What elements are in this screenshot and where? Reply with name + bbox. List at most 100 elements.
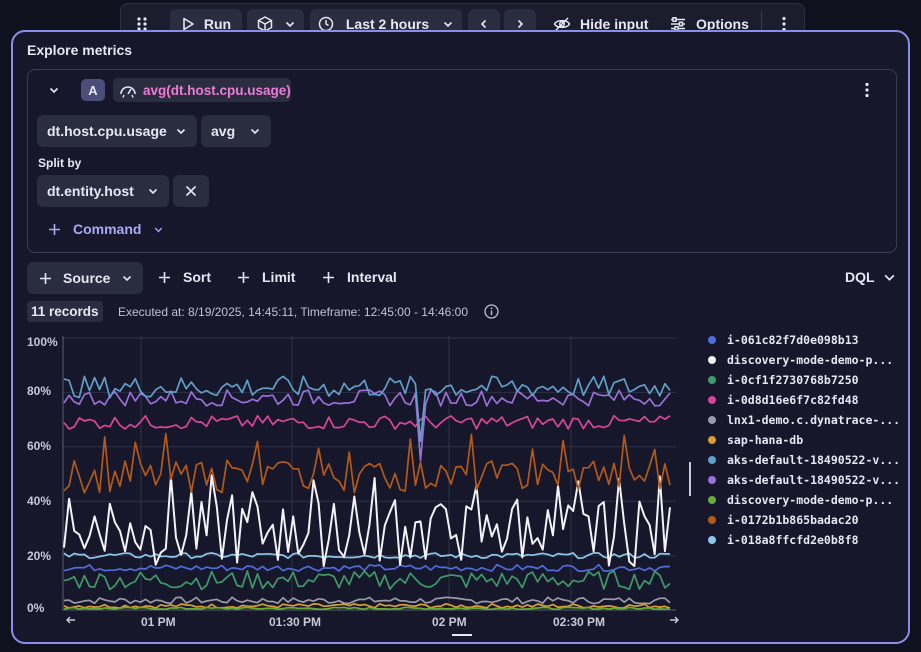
scroll-left-icon[interactable] bbox=[65, 614, 77, 626]
remove-split-button[interactable] bbox=[173, 175, 209, 207]
legend-item[interactable]: aks-default-18490522-v... bbox=[708, 451, 900, 469]
collapse-chevron-icon[interactable] bbox=[48, 84, 60, 96]
x-tick-label: 01 PM bbox=[141, 615, 176, 629]
legend-label: i-018a8ffcfd2e0b8f8 bbox=[727, 533, 859, 547]
limit-label: Limit bbox=[262, 269, 296, 285]
plus-icon bbox=[40, 272, 51, 284]
x-tick-label: 02 PM bbox=[432, 615, 467, 629]
hide-input-button[interactable]: Hide input bbox=[553, 9, 648, 39]
legend-color-dot bbox=[708, 476, 716, 484]
eye-off-icon bbox=[553, 17, 571, 31]
legend-color-dot bbox=[708, 456, 716, 464]
y-tick-label: 40% bbox=[27, 494, 52, 508]
scroll-right-icon[interactable] bbox=[668, 614, 680, 626]
execution-info: Executed at: 8/19/2025, 14:45:11, Timefr… bbox=[118, 305, 469, 319]
run-label: Run bbox=[203, 16, 232, 32]
legend-label: aks-default-18490522-v... bbox=[727, 453, 901, 467]
chevron-down-icon bbox=[155, 227, 163, 232]
command-label: Command bbox=[73, 221, 142, 237]
x-tick-label: 02:30 PM bbox=[553, 615, 606, 629]
series-line bbox=[63, 432, 671, 494]
play-icon bbox=[183, 17, 194, 31]
legend-item[interactable]: i-018a8ffcfd2e0b8f8 bbox=[708, 531, 859, 549]
y-tick-label: 100% bbox=[27, 335, 58, 349]
options-label: Options bbox=[696, 16, 749, 32]
chevron-down-icon bbox=[285, 21, 294, 28]
add-limit-button[interactable]: Limit bbox=[237, 269, 295, 285]
sort-label: Sort bbox=[183, 269, 211, 285]
metric-selector[interactable]: dt.host.cpu.usage bbox=[37, 115, 197, 147]
legend-label: sap-hana-db bbox=[727, 433, 804, 447]
legend-label: discovery-mode-demo-p... bbox=[727, 353, 894, 367]
legend-item[interactable]: discovery-mode-demo-p... bbox=[708, 491, 893, 509]
toolbar-divider bbox=[761, 11, 762, 37]
chevron-right-icon bbox=[517, 19, 524, 29]
legend-label: aks-default-18490522-v... bbox=[727, 473, 901, 487]
chevron-left-icon bbox=[480, 19, 487, 29]
info-icon[interactable] bbox=[484, 304, 499, 319]
series-line bbox=[63, 375, 671, 443]
legend-color-dot bbox=[708, 336, 716, 344]
legend-color-dot bbox=[708, 416, 716, 424]
panel-title: Explore metrics bbox=[27, 42, 133, 58]
query-editor: A avg(dt.host.cpu.usage) dt.host.cpu.usa… bbox=[27, 69, 897, 253]
split-by-value: dt.entity.host bbox=[47, 183, 134, 199]
y-tick-label: 80% bbox=[27, 384, 52, 398]
add-command-button[interactable]: Command bbox=[48, 221, 164, 237]
legend-item[interactable]: i-061c82f7d0e098b13 bbox=[708, 331, 859, 349]
y-tick-label: 20% bbox=[27, 549, 52, 563]
query-more-icon[interactable] bbox=[865, 82, 869, 98]
series-line bbox=[63, 563, 671, 572]
legend-label: i-0cf1f2730768b7250 bbox=[727, 373, 859, 387]
legend-item[interactable]: lnx1-demo.c.dynatrace-... bbox=[708, 411, 900, 429]
dql-label: DQL bbox=[845, 269, 875, 285]
series-line bbox=[63, 474, 671, 568]
series-line bbox=[63, 414, 671, 430]
timeframe-label: Last 2 hours bbox=[345, 16, 430, 32]
chart-scroll-indicator[interactable] bbox=[452, 634, 472, 636]
add-source-button[interactable]: Source bbox=[27, 262, 143, 294]
dql-toggle[interactable]: DQL bbox=[845, 269, 896, 285]
chevron-down-icon bbox=[444, 21, 453, 28]
metric-label: dt.host.cpu.usage bbox=[47, 123, 167, 139]
gauge-icon bbox=[120, 86, 136, 98]
query-expression-chip[interactable]: avg(dt.host.cpu.usage) bbox=[113, 78, 291, 102]
interval-label: Interval bbox=[347, 269, 397, 285]
legend-item[interactable]: sap-hana-db bbox=[708, 431, 803, 449]
legend-label: discovery-mode-demo-p... bbox=[727, 493, 894, 507]
y-tick-label: 60% bbox=[27, 439, 52, 453]
legend-color-dot bbox=[708, 436, 716, 444]
aggregation-label: avg bbox=[211, 123, 236, 139]
legend-item[interactable]: aks-default-18490522-v... bbox=[708, 471, 900, 489]
legend-color-dot bbox=[708, 376, 716, 384]
plus-icon bbox=[49, 223, 60, 235]
source-label: Source bbox=[63, 270, 111, 286]
plus-icon bbox=[159, 271, 170, 283]
query-letter-badge: A bbox=[81, 79, 105, 101]
add-interval-button[interactable]: Interval bbox=[322, 269, 397, 285]
split-by-selector[interactable]: dt.entity.host bbox=[37, 175, 169, 207]
split-by-label: Split by bbox=[38, 156, 82, 170]
series-line bbox=[63, 596, 671, 605]
legend-resize-handle[interactable] bbox=[689, 462, 691, 496]
legend-label: i-0172b1b865badac20 bbox=[727, 513, 859, 527]
plus-icon bbox=[238, 271, 249, 283]
plus-icon bbox=[323, 271, 334, 283]
add-sort-button[interactable]: Sort bbox=[158, 269, 211, 285]
records-count-badge: 11 records bbox=[27, 301, 103, 322]
legend-item[interactable]: i-0172b1b865badac20 bbox=[708, 511, 859, 529]
legend-label: lnx1-demo.c.dynatrace-... bbox=[727, 413, 901, 427]
x-tick-label: 01:30 PM bbox=[269, 615, 322, 629]
legend-label: i-061c82f7d0e098b13 bbox=[727, 333, 859, 347]
series-line bbox=[63, 552, 671, 560]
hide-input-label: Hide input bbox=[580, 16, 649, 32]
line-chart[interactable] bbox=[62, 336, 676, 612]
drag-handle-icon[interactable] bbox=[135, 9, 151, 39]
legend-item[interactable]: discovery-mode-demo-p... bbox=[708, 351, 893, 369]
aggregation-selector[interactable]: avg bbox=[201, 115, 271, 147]
series-line bbox=[63, 606, 671, 611]
y-tick-label: 0% bbox=[27, 601, 45, 615]
legend-label: i-0d8d16e6f7c82fd48 bbox=[727, 393, 859, 407]
legend-item[interactable]: i-0d8d16e6f7c82fd48 bbox=[708, 391, 859, 409]
legend-item[interactable]: i-0cf1f2730768b7250 bbox=[708, 371, 859, 389]
